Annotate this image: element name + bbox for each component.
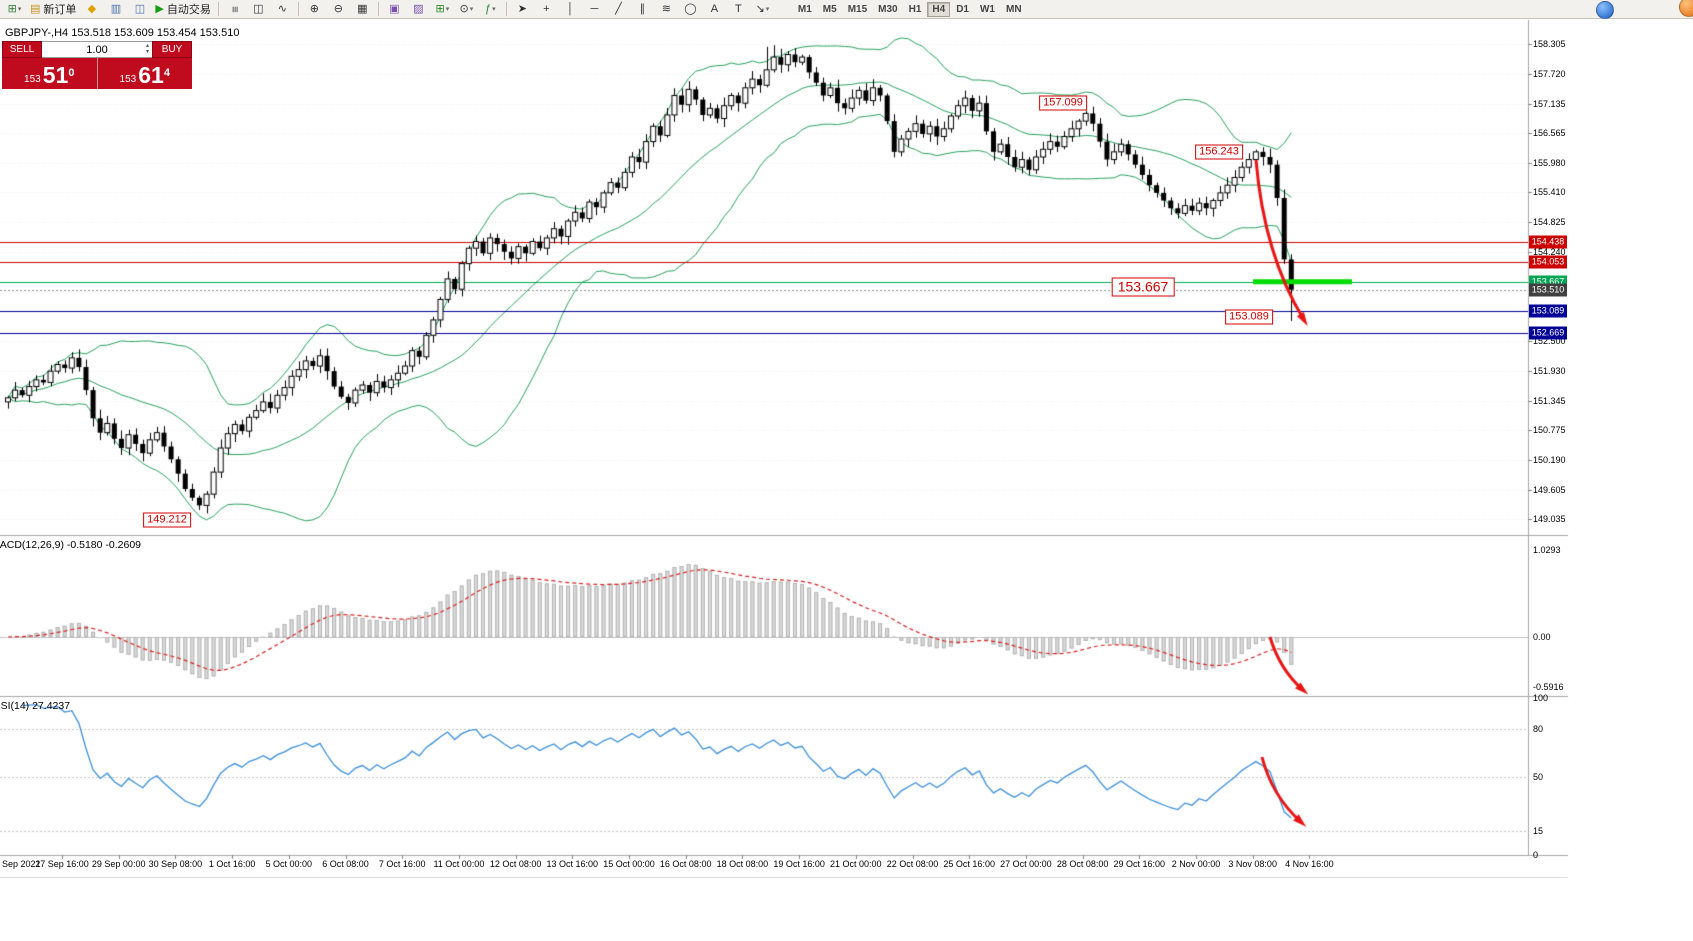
- cursor-icon: ➤: [517, 2, 527, 15]
- volume-down-icon[interactable]: ▾: [145, 49, 149, 55]
- one-click-trading-panel: SELL 1.00 ▴ ▾ BUY 153 51 0 153 61 4: [2, 41, 192, 89]
- sell-price-display[interactable]: 153 51 0: [2, 58, 97, 89]
- print-preview-icon: ◫: [134, 2, 146, 15]
- sell-button[interactable]: SELL: [2, 41, 42, 58]
- buy-button[interactable]: BUY: [152, 41, 192, 58]
- arrows-button[interactable]: ↘ ▾: [751, 0, 774, 18]
- zoom-in-button[interactable]: ⊕: [303, 0, 326, 18]
- print-button[interactable]: ▥: [104, 0, 127, 18]
- shapes-button[interactable]: ◯: [679, 0, 702, 18]
- periods-button[interactable]: ⊙ ▾: [455, 0, 478, 18]
- timeframe-m15[interactable]: M15: [847, 3, 868, 15]
- auto-scroll-icon: ▣: [389, 2, 400, 15]
- bar-chart-type-icon: ≡: [228, 5, 241, 13]
- compass-button[interactable]: ◆: [80, 0, 103, 18]
- crosshair-icon: +: [543, 2, 550, 15]
- trendline-button[interactable]: ╱: [607, 0, 630, 18]
- caret-down-icon: ▾: [765, 6, 770, 13]
- timeframe-m30[interactable]: M30: [878, 3, 898, 15]
- toolbar-separator: [505, 2, 507, 16]
- text-icon: A: [710, 2, 719, 15]
- buy-price-point: 4: [163, 67, 170, 79]
- sell-price-base: 153: [24, 74, 41, 85]
- volume-up-icon[interactable]: ▴: [145, 43, 149, 49]
- caret-down-icon: ▾: [17, 6, 22, 13]
- fibonacci-icon: ≋: [661, 2, 671, 15]
- indicators-icon: ƒ: [485, 2, 492, 15]
- sell-price-point: 0: [68, 67, 75, 79]
- candlestick-type-icon: ◫: [253, 2, 264, 15]
- toolbar-separator: [217, 2, 219, 16]
- print-preview-button[interactable]: ◫: [128, 0, 151, 18]
- caret-down-icon: ▾: [469, 6, 474, 13]
- caret-down-icon: ▾: [445, 6, 450, 13]
- line-chart-type-icon: ∿: [277, 2, 287, 15]
- compass-icon: ◆: [87, 2, 97, 15]
- shapes-icon: ◯: [684, 2, 697, 15]
- trendline-icon: ╱: [615, 2, 622, 15]
- cursor-button[interactable]: ➤: [511, 0, 534, 18]
- sell-price-pips: 51: [42, 62, 69, 88]
- vertical-line-icon: │: [566, 2, 574, 15]
- text-label-icon: T: [735, 2, 742, 15]
- zoom-in-icon: ⊕: [309, 2, 319, 15]
- timeframe-m5[interactable]: M5: [822, 3, 837, 15]
- autotrade-icon: ▶: [155, 2, 164, 15]
- text-label-button[interactable]: T: [727, 0, 750, 18]
- rsi-indicator-label: RSI(14) 27.4237: [0, 700, 71, 712]
- timeframe-m1[interactable]: M1: [797, 3, 812, 15]
- horizontal-line-icon: ─: [590, 2, 599, 15]
- timeframe-h4[interactable]: H4: [927, 1, 951, 17]
- toolbar-separator: [377, 2, 379, 16]
- floating-orange-widget-icon[interactable]: [1679, 0, 1693, 17]
- chart-shift-icon: ▨: [413, 2, 424, 15]
- arrows-icon: ↘: [755, 2, 765, 15]
- vertical-line-button[interactable]: │: [559, 0, 582, 18]
- timeframe-w1[interactable]: W1: [979, 3, 995, 15]
- horizontal-line-button[interactable]: ─: [583, 0, 606, 18]
- indicators-button[interactable]: ƒ ▾: [479, 0, 502, 18]
- channel-icon: ∥: [639, 2, 646, 15]
- fibonacci-button[interactable]: ≋: [655, 0, 678, 18]
- timeframe-switcher: M1 M5 M15 M30 H1 H4 D1 W1 MN: [793, 1, 1027, 17]
- tile-windows-button[interactable]: ▦: [351, 0, 374, 18]
- new-order-button-label: 新订单: [43, 4, 77, 16]
- chart-shift-button[interactable]: ▨: [407, 0, 430, 18]
- toolbar-separator: [297, 2, 299, 16]
- add-chart-icon: ⊞: [435, 2, 445, 15]
- print-icon: ▥: [110, 2, 122, 15]
- floating-blue-widget-icon[interactable]: [1596, 1, 1614, 19]
- autotrade-button-label: 自动交易: [166, 4, 211, 16]
- zoom-out-button[interactable]: ⊖: [327, 0, 350, 18]
- autotrade-button[interactable]: ▶ 自动交易: [152, 0, 213, 18]
- new-order-icon: ▤: [30, 2, 41, 15]
- caret-down-icon: ▾: [492, 6, 496, 13]
- candlestick-type-button[interactable]: ◫: [247, 0, 270, 18]
- symbol-ohlc-header: GBPJPY-,H4 153.518 153.609 153.454 153.5…: [5, 27, 240, 39]
- new-chart-button[interactable]: ⊞ ▾: [3, 0, 26, 18]
- volume-value: 1.00: [86, 43, 108, 56]
- toolbar: ⊞ ▾ ▤ 新订单 ◆ ▥ ◫ ▶ 自动交易 ≡ ◫ ∿ ⊕ ⊖ ▦ ▣ ▨ ⊞ ▾ ⊙ ▾ ƒ ▾ ➤ + │ ─ ╱ ∥ ≋ ◯ A T ↘ ▾…: [0, 0, 1693, 19]
- bar-chart-type-button[interactable]: ≡: [223, 0, 246, 18]
- buy-price-pips: 61: [138, 62, 164, 88]
- timeframe-h1[interactable]: H1: [908, 3, 922, 15]
- crosshair-button[interactable]: +: [535, 0, 558, 18]
- volume-field[interactable]: 1.00 ▴ ▾: [42, 41, 152, 58]
- timeframe-d1[interactable]: D1: [956, 3, 969, 15]
- new-chart-icon: ⊞: [7, 2, 17, 15]
- auto-scroll-button[interactable]: ▣: [383, 0, 406, 18]
- tile-windows-icon: ▦: [357, 2, 368, 15]
- macd-indicator-label: MACD(12,26,9) -0.5180 -0.2609: [0, 539, 141, 551]
- add-chart-button[interactable]: ⊞ ▾: [431, 0, 454, 18]
- buy-price-base: 153: [119, 74, 137, 85]
- periods-icon: ⊙: [459, 2, 469, 15]
- buy-price-display[interactable]: 153 61 4: [96, 58, 192, 89]
- timeframe-mn[interactable]: MN: [1005, 3, 1022, 15]
- new-order-button[interactable]: ▤ 新订单: [27, 0, 79, 18]
- line-chart-type-button[interactable]: ∿: [271, 0, 294, 18]
- channel-button[interactable]: ∥: [631, 0, 654, 18]
- text-button[interactable]: A: [703, 0, 726, 18]
- zoom-out-icon: ⊖: [333, 2, 343, 15]
